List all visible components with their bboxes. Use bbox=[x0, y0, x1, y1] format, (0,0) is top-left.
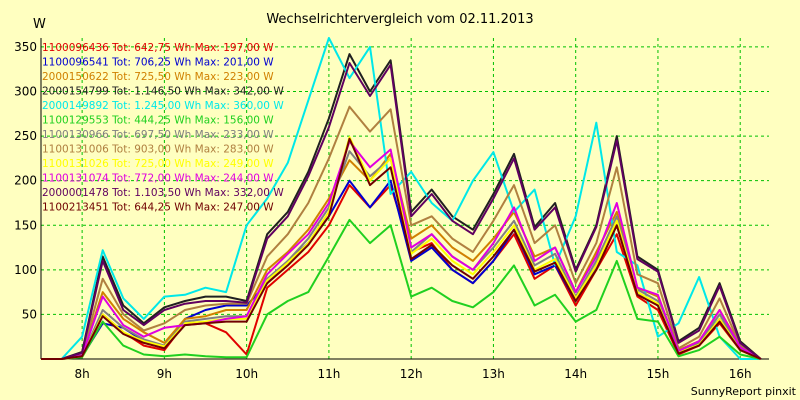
y-axis-label: W bbox=[33, 17, 46, 32]
series-line-10 bbox=[41, 140, 762, 360]
y-tick-label: 300 bbox=[14, 85, 37, 99]
series-group bbox=[41, 37, 762, 360]
legend-entry-9: 1100131026 Tot: 725,00 Wh Max: 249,00 W bbox=[42, 158, 274, 170]
x-tick-label: 12h bbox=[400, 367, 423, 381]
x-tick-label: 16h bbox=[729, 367, 752, 381]
x-tick-label: 14h bbox=[564, 367, 587, 381]
x-tick-label: 8h bbox=[75, 367, 90, 381]
grid bbox=[41, 38, 769, 359]
legend-entry-10: 1100131074 Tot: 772,00 Wh Max: 244,00 W bbox=[42, 173, 274, 185]
x-tick-label: 15h bbox=[647, 367, 670, 381]
y-tick-label: 200 bbox=[14, 174, 37, 188]
x-tick-label: 10h bbox=[235, 367, 258, 381]
axes: 50 100 150 200 250 300 350 8h 9h 10h 11h 12h 13h 14h 1… bbox=[14, 38, 769, 381]
legend-entry-7: 1100130966 Tot: 697,50 Wh Max: 233,00 W bbox=[42, 129, 274, 141]
footer-label: SunnyReport pinxit bbox=[691, 385, 797, 398]
x-tick-label: 9h bbox=[157, 367, 172, 381]
series-line-5 bbox=[41, 37, 761, 360]
legend-entry-3: 2000150622 Tot: 725,50 Wh Max: 223,00 W bbox=[42, 71, 274, 83]
legend-entry-2: 1100096541 Tot: 706,25 Wh Max: 201,00 W bbox=[42, 57, 274, 69]
chart-title: Wechselrichtervergleich vom 02.11.2013 bbox=[266, 12, 533, 27]
x-tick-label: 11h bbox=[317, 367, 340, 381]
series-line-8 bbox=[41, 105, 762, 360]
y-tick-label: 100 bbox=[14, 263, 37, 277]
legend-entry-12: 1100213451 Tot: 644,25 Wh Max: 247,00 W bbox=[42, 202, 274, 214]
y-tick-label: 250 bbox=[14, 129, 37, 143]
y-tick-label: 150 bbox=[14, 218, 37, 232]
x-tick-label: 13h bbox=[482, 367, 505, 381]
legend-entry-1: 1100096436 Tot: 642,75 Wh Max: 197,00 W bbox=[42, 42, 274, 54]
series-line-6 bbox=[41, 218, 762, 360]
y-tick-label: 350 bbox=[14, 40, 37, 54]
legend-entry-8: 1100131006 Tot: 903,00 Wh Max: 283,00 W bbox=[42, 144, 274, 156]
legend-entry-11: 2000001478 Tot: 1.103,50 Wh Max: 332,00 … bbox=[42, 187, 284, 199]
legend: 1100096436 Tot: 642,75 Wh Max: 197,00 W 1… bbox=[42, 42, 284, 214]
series-line-11 bbox=[41, 62, 762, 360]
series-line-9 bbox=[41, 136, 762, 360]
series-line-12 bbox=[41, 137, 762, 360]
legend-entry-4: 2000154799 Tot: 1.146,50 Wh Max: 342,00 … bbox=[42, 86, 284, 98]
legend-entry-6: 1100129553 Tot: 444,25 Wh Max: 156,00 W bbox=[42, 115, 274, 127]
legend-entry-5: 2000149892 Tot: 1.245,00 Wh Max: 360,00 … bbox=[42, 100, 284, 112]
y-tick-label: 50 bbox=[22, 307, 37, 321]
